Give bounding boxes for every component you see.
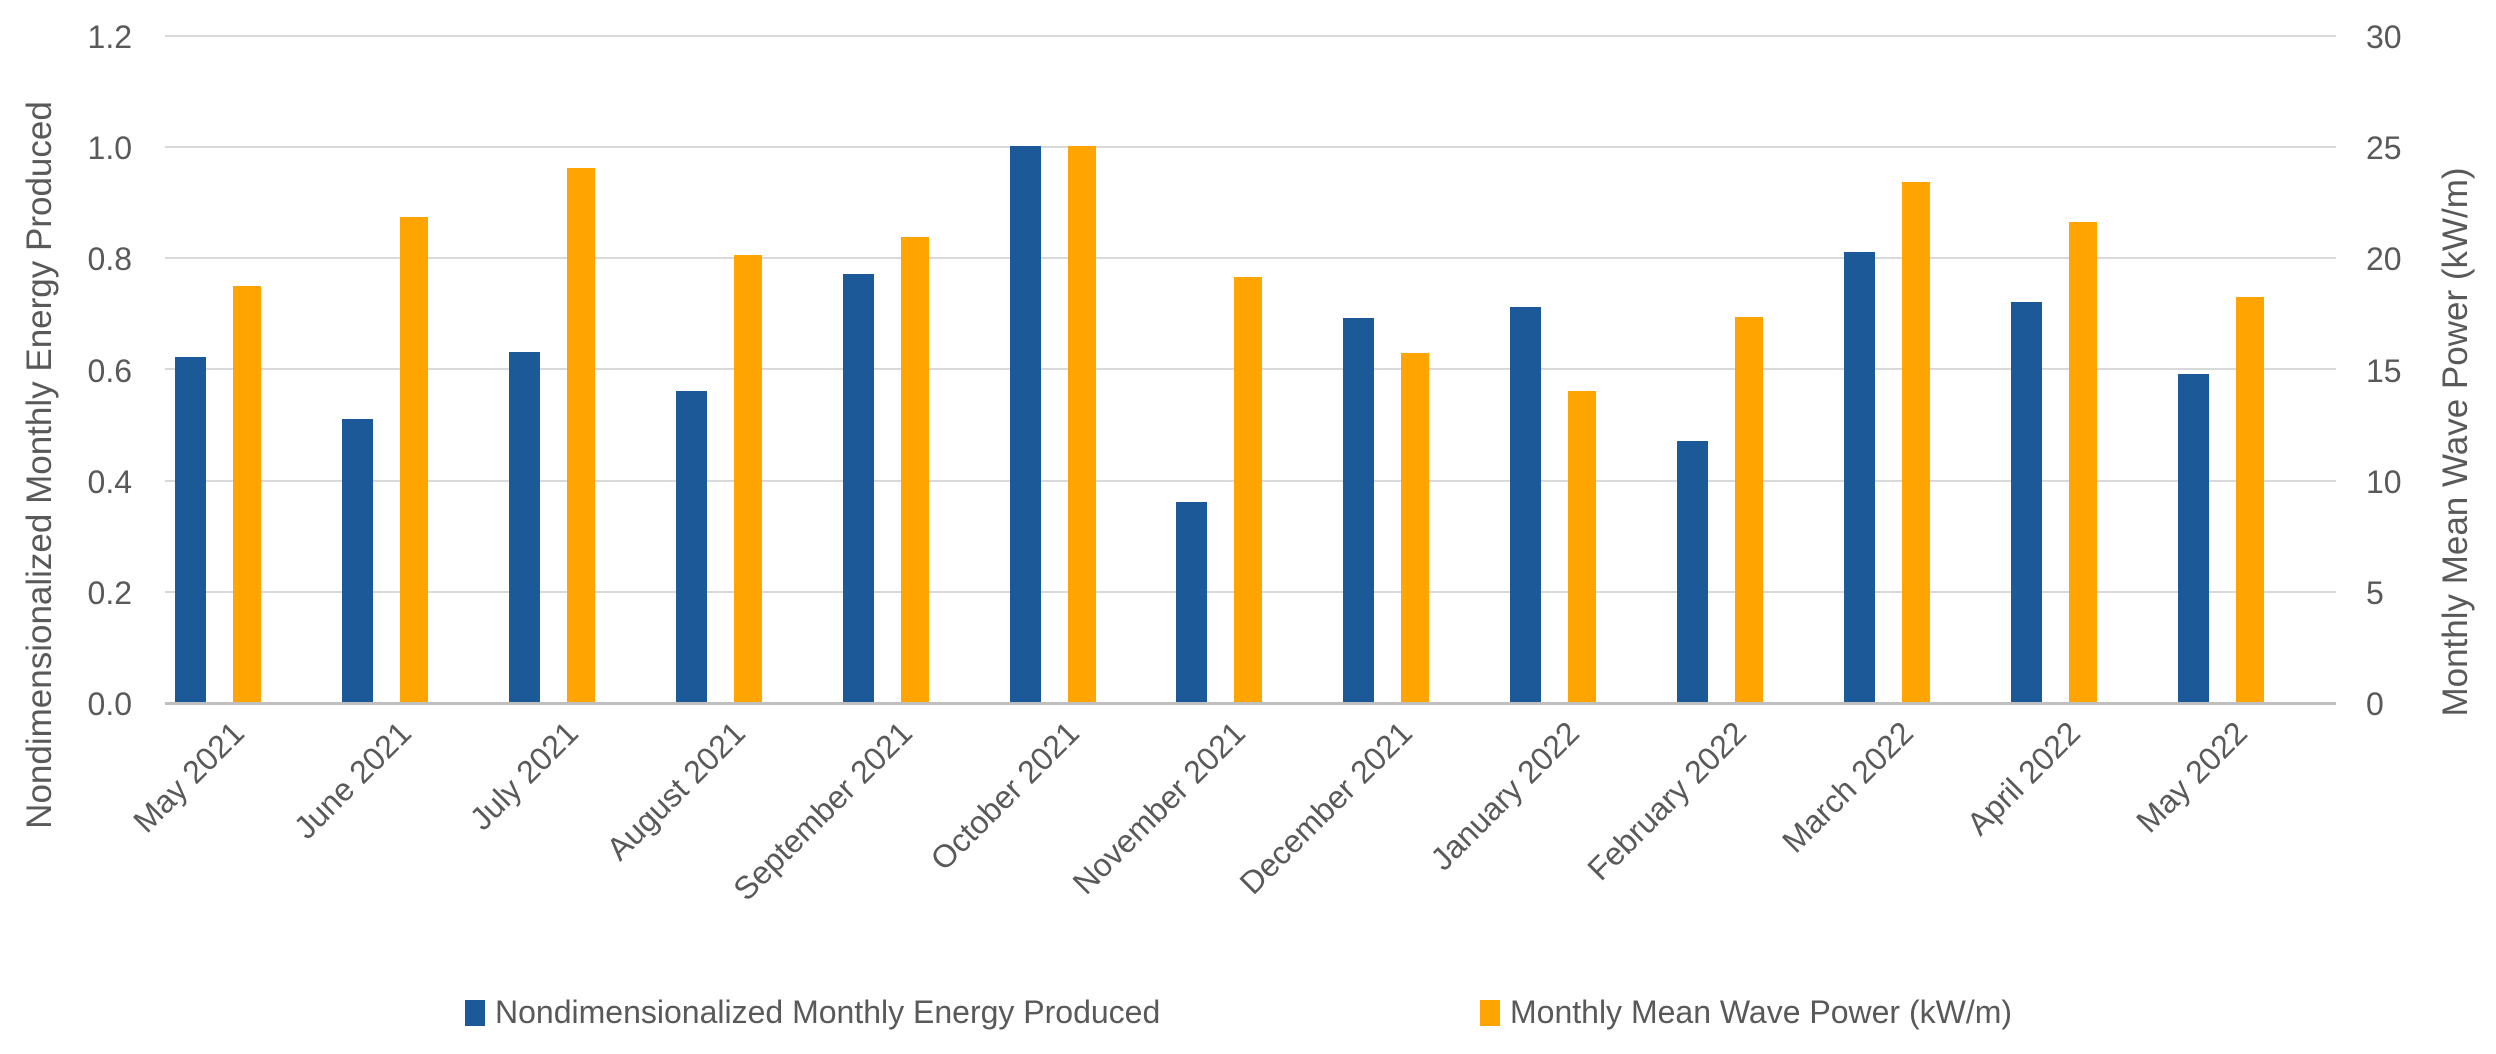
wave-power-bar <box>1568 391 1596 702</box>
energy-bar <box>509 352 540 702</box>
gridline <box>165 35 2336 37</box>
x-category-label: July 2021 <box>462 714 586 837</box>
legend-item-wave-power: Monthly Mean Wave Power (kW/m) <box>1480 994 2012 1031</box>
legend-swatch-energy-icon <box>465 999 485 1026</box>
left-axis-tick-label: 0.0 <box>87 686 132 722</box>
left-axis-tick-label: 0.8 <box>87 241 132 277</box>
wave-power-bar <box>1902 182 1930 702</box>
x-category-label: March 2022 <box>1775 714 1921 860</box>
right-axis-tick-label: 20 <box>2366 241 2402 277</box>
left-axis-tick-label: 0.6 <box>87 353 132 389</box>
right-axis-title: Monthly Mean Wave Power (kW/m) <box>2436 167 2475 717</box>
x-category-label: August 2021 <box>599 714 753 868</box>
energy-bar <box>1510 307 1541 702</box>
right-axis-tick-label: 0 <box>2366 686 2384 722</box>
legend-item-energy: Nondimensionalized Monthly Energy Produc… <box>465 994 1160 1031</box>
x-category-label: January 2022 <box>1423 714 1587 878</box>
right-axis-tick-label: 10 <box>2366 464 2402 500</box>
x-category-label: November 2021 <box>1065 714 1253 902</box>
energy-bar <box>843 274 874 702</box>
wave-power-bar <box>1234 277 1262 702</box>
gridline <box>165 146 2336 148</box>
energy-bar <box>1844 252 1875 702</box>
wave-power-bar <box>233 286 261 702</box>
energy-bar <box>2011 302 2042 702</box>
x-category-label: June 2021 <box>286 714 419 846</box>
energy-bar <box>676 391 707 702</box>
wave-power-bar <box>2236 297 2264 702</box>
x-category-label: April 2022 <box>1959 714 2088 842</box>
wave-power-bar <box>734 255 762 702</box>
wave-power-bar <box>2069 222 2097 702</box>
wave-power-bar <box>567 168 595 702</box>
left-axis-tick-label: 0.2 <box>87 575 132 611</box>
right-axis-tick-label: 5 <box>2366 575 2384 611</box>
gridline <box>165 257 2336 259</box>
energy-bar <box>2178 374 2209 702</box>
energy-bar <box>1677 441 1708 702</box>
wave-power-bar <box>400 217 428 702</box>
x-category-label: September 2021 <box>726 714 920 908</box>
x-category-label: February 2022 <box>1580 714 1754 888</box>
x-category-label: December 2021 <box>1232 714 1420 902</box>
wave-power-bar <box>1068 146 1096 702</box>
right-axis-tick-label: 15 <box>2366 353 2402 389</box>
energy-bar <box>1010 146 1041 702</box>
x-category-label: May 2021 <box>126 714 252 840</box>
x-category-label: October 2021 <box>923 714 1087 878</box>
energy-bar <box>1343 318 1374 702</box>
legend-label-energy: Nondimensionalized Monthly Energy Produc… <box>495 994 1161 1030</box>
left-axis-tick-label: 0.4 <box>87 464 132 500</box>
left-axis-tick-label: 1.0 <box>87 130 132 166</box>
left-axis-tick-label: 1.2 <box>87 19 132 55</box>
energy-bar <box>175 357 206 702</box>
wave-power-bar <box>1401 353 1429 702</box>
energy-bar <box>1176 502 1207 702</box>
wave-power-bar <box>901 237 929 702</box>
x-category-label: May 2022 <box>2129 714 2255 840</box>
right-axis-tick-label: 30 <box>2366 19 2402 55</box>
legend-swatch-wave-power-icon <box>1480 999 1500 1026</box>
x-axis-line <box>165 702 2336 705</box>
energy-bar <box>342 419 373 702</box>
wave-power-bar <box>1735 317 1763 702</box>
legend-label-wave-power: Monthly Mean Wave Power (kW/m) <box>1510 994 2013 1030</box>
right-axis-tick-label: 25 <box>2366 130 2402 166</box>
